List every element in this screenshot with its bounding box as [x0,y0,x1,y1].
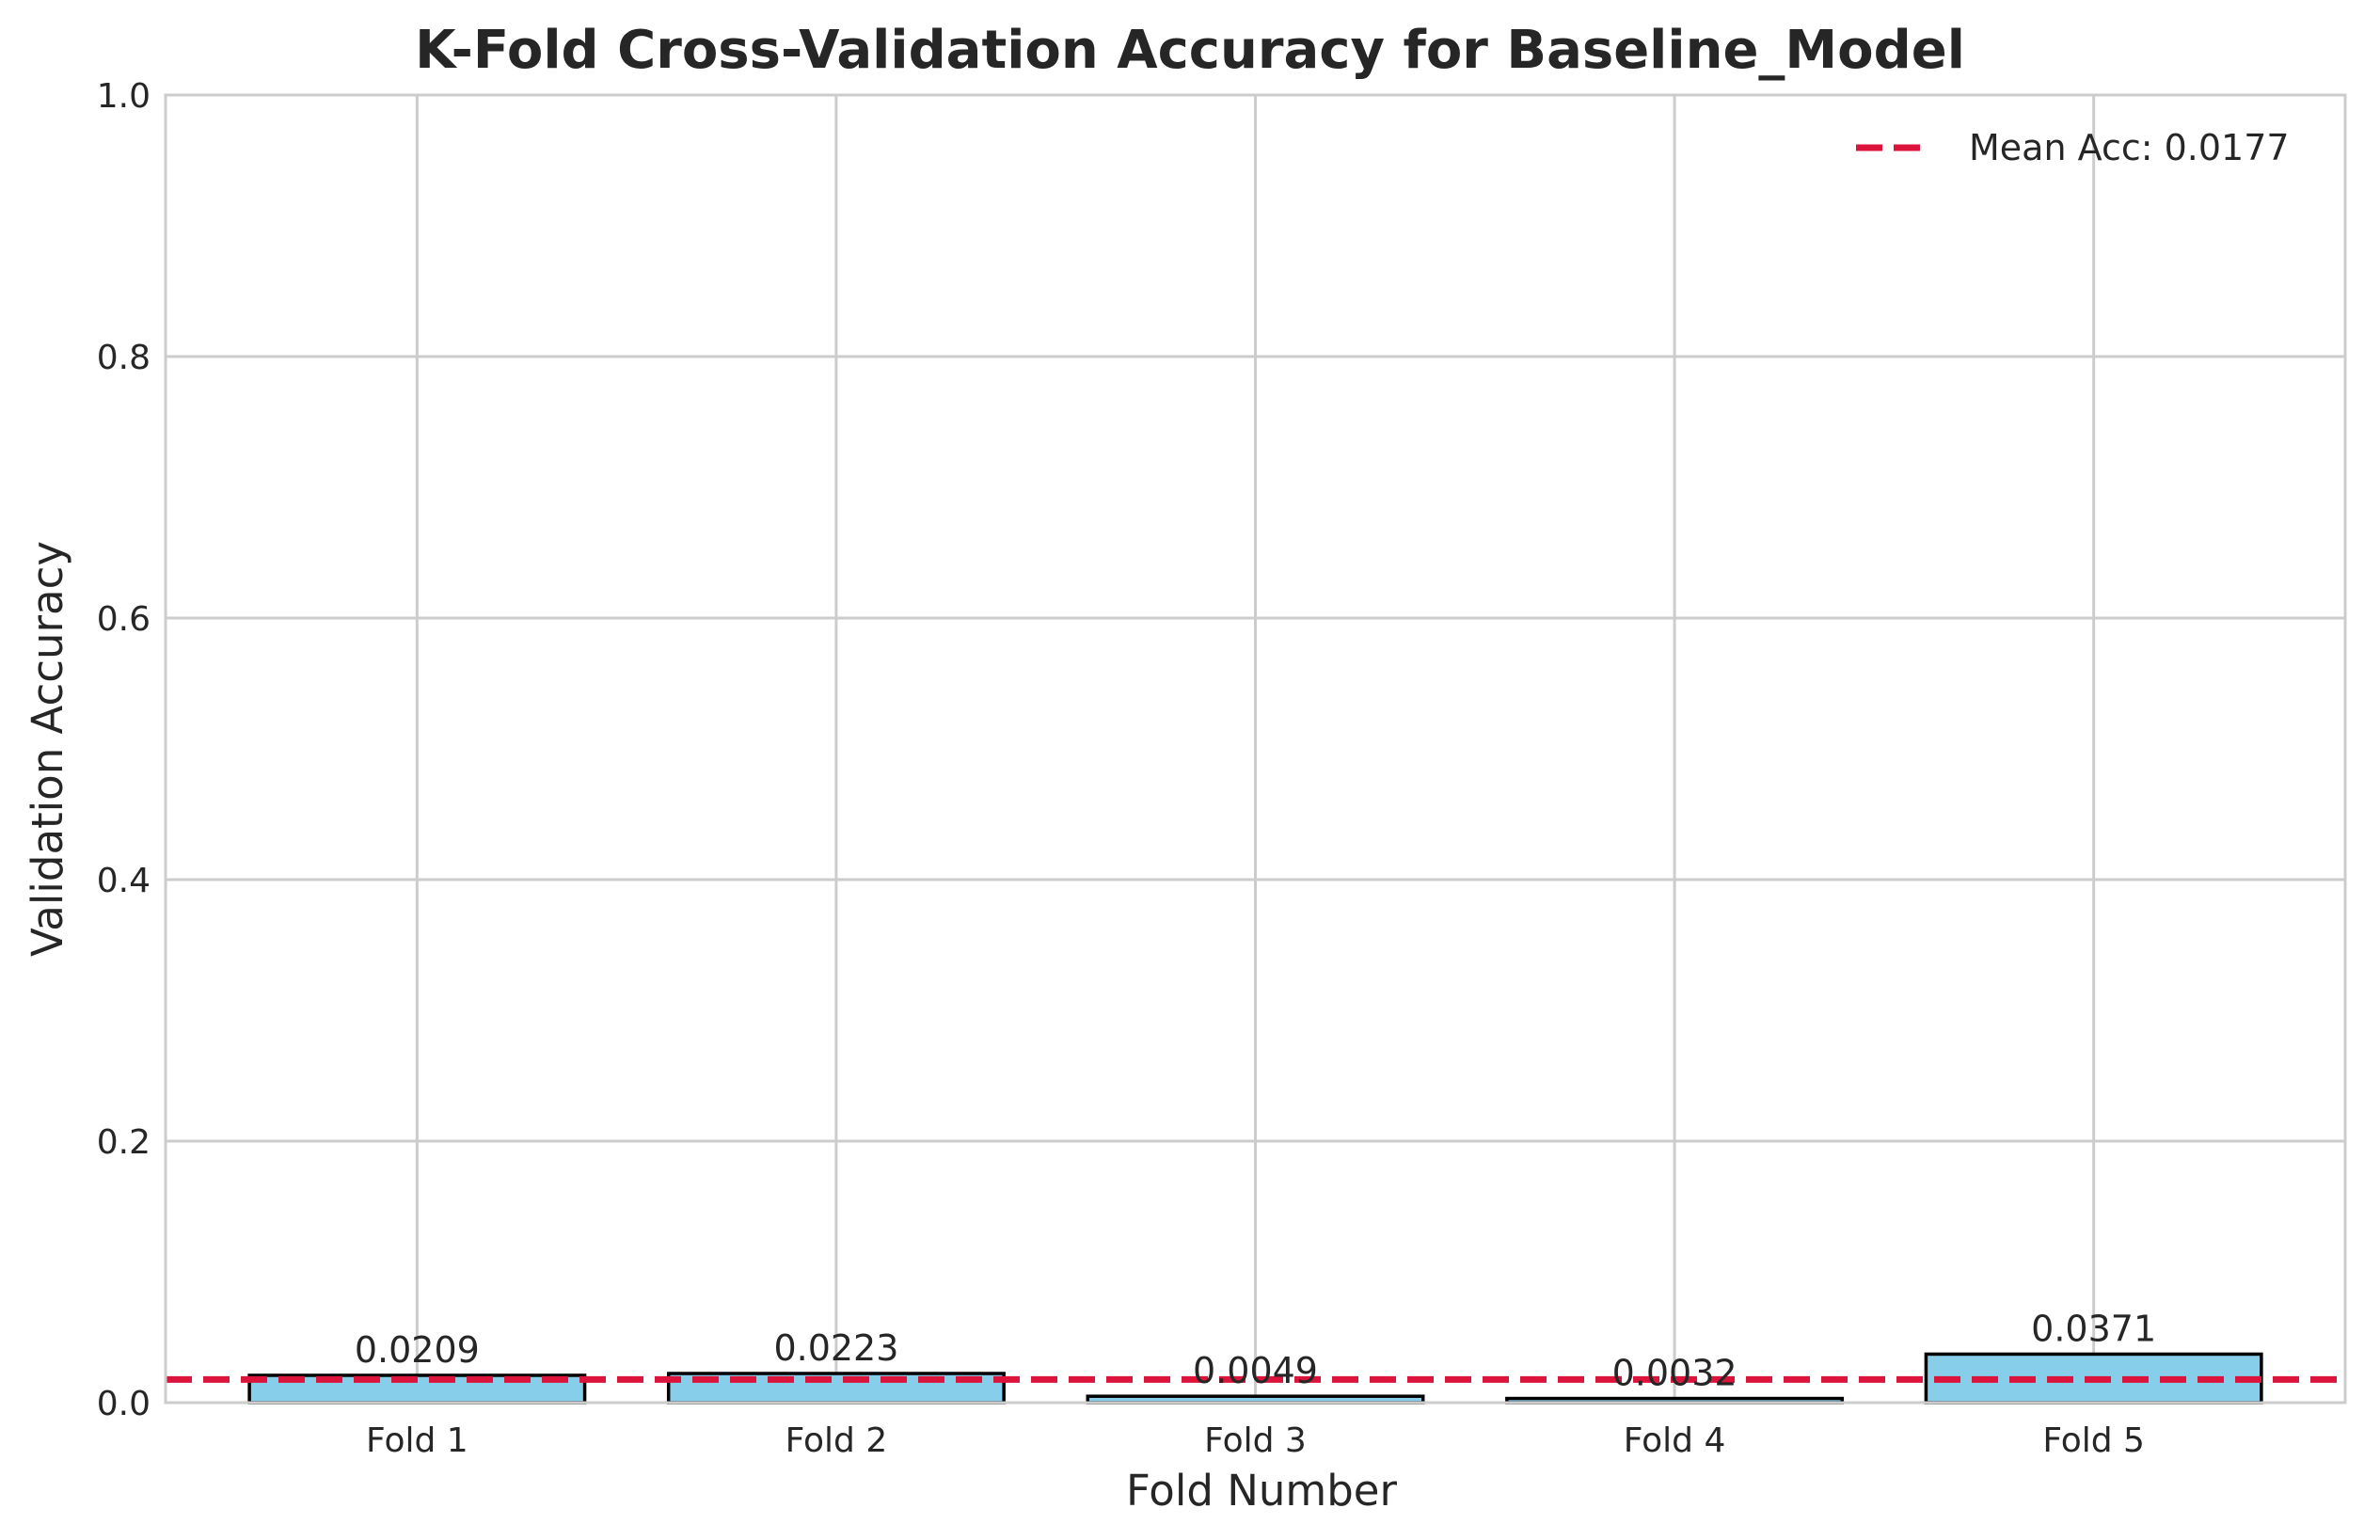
bar-value-label: 0.0371 [2031,1308,2156,1349]
ticks-layer: 0.0 0.2 0.4 0.6 0.8 1.0 Fold 1 Fold 2 Fold 3 Fold… [97,77,2145,1460]
legend: Mean Acc: 0.0177 [1856,127,2290,168]
y-tick-label: 0.2 [97,1123,151,1162]
x-tick-label: Fold 3 [1204,1421,1307,1460]
y-tick-label: 1.0 [97,77,151,116]
y-tick-label: 0.4 [97,862,151,900]
x-axis-label: Fold Number [1126,1466,1397,1516]
bar-value-label: 0.0209 [355,1329,480,1371]
legend-mean-label: Mean Acc: 0.0177 [1969,127,2290,168]
bar-value-label: 0.0032 [1612,1353,1737,1394]
y-tick-label: 0.6 [97,600,151,639]
labels-layer: 0.0209 0.0223 0.0049 0.0032 0.0371 [355,1308,2156,1393]
bar-value-label: 0.0223 [773,1327,898,1369]
bar [666,1372,1006,1405]
x-tick-label: Fold 1 [366,1421,468,1460]
x-tick-label: Fold 4 [1624,1421,1726,1460]
bar-value-label: 0.0049 [1193,1350,1318,1391]
y-axis-label: Validation Accuracy [23,541,72,957]
plot-frame [164,93,2347,1405]
y-tick-label: 0.8 [97,339,151,377]
y-tick-label: 0.0 [97,1385,151,1423]
x-tick-label: Fold 5 [2042,1421,2145,1460]
chart-title: K-Fold Cross-Validation Accuracy for Bas… [415,20,1965,81]
grid-layer [166,93,2345,1405]
x-tick-label: Fold 2 [785,1421,888,1460]
